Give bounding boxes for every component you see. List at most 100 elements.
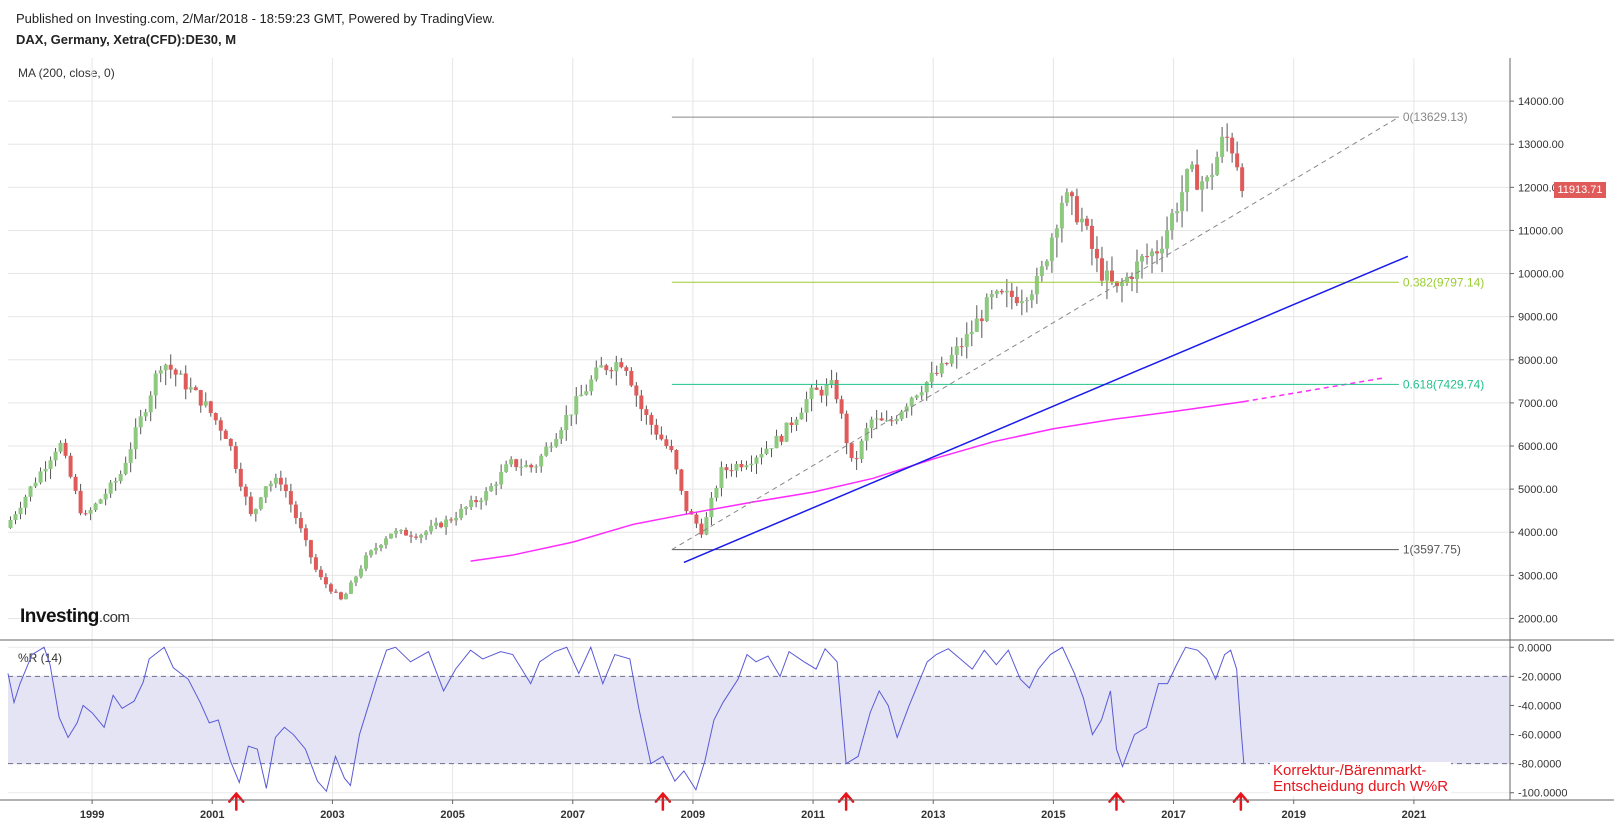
y-tick-label: 5000.00	[1518, 484, 1558, 496]
annotation-line-1: Korrektur-/Bärenmarkt-	[1273, 762, 1427, 779]
candle-body	[919, 392, 924, 396]
candle-body	[378, 544, 383, 548]
candle-body	[168, 364, 173, 370]
candle-body	[474, 500, 479, 503]
candle-body	[333, 591, 338, 593]
candle-body	[1039, 266, 1044, 277]
candle-body	[1195, 164, 1200, 190]
fib-label-0.618: 0.618(7429.74)	[1403, 377, 1484, 391]
candle-body	[839, 399, 844, 414]
candle-body	[824, 384, 829, 396]
candle-body	[348, 582, 353, 594]
candle-body	[228, 438, 233, 447]
candle-body	[429, 525, 434, 532]
candle-body	[183, 373, 188, 390]
y-tick-label: 4000.00	[1518, 527, 1558, 539]
candle-body	[744, 465, 749, 468]
y-tick-label: 7000.00	[1518, 398, 1558, 410]
candle-body	[509, 459, 514, 465]
candle-body	[198, 390, 203, 406]
y-tick-label: 11000.00	[1518, 225, 1563, 237]
candle-body	[469, 500, 474, 508]
candle-body	[338, 592, 343, 600]
x-tick-label: 2001	[200, 809, 224, 821]
candle-body	[1155, 251, 1160, 254]
candle-body	[263, 486, 268, 498]
candle-body	[248, 496, 253, 515]
candle-body	[113, 481, 118, 483]
candle-body	[1225, 136, 1230, 138]
wr-tick-label: -20.0000	[1518, 671, 1561, 683]
candle-body	[88, 510, 93, 514]
candle-body	[128, 449, 133, 463]
candle-body	[869, 419, 874, 429]
candle-body	[884, 420, 889, 422]
y-tick-label: 13000.00	[1518, 139, 1564, 151]
candle-body	[1104, 270, 1109, 281]
candle-body	[158, 370, 163, 374]
candle-body	[1124, 276, 1129, 284]
candle-body	[654, 424, 659, 435]
logo-suffix: .com	[98, 609, 130, 626]
candle-body	[914, 395, 919, 398]
candle-body	[604, 365, 609, 371]
candle-body	[328, 584, 333, 592]
candle-body	[18, 507, 23, 515]
candle-body	[939, 363, 944, 374]
candle-body	[929, 372, 934, 383]
candle-body	[994, 290, 999, 295]
wr-tick-label: -80.0000	[1518, 759, 1561, 771]
candle-body	[949, 354, 954, 364]
candle-body	[368, 550, 373, 556]
candle-body	[759, 453, 764, 458]
candle-body	[318, 569, 323, 578]
candle-body	[934, 372, 939, 374]
wr-tick-label: -60.0000	[1518, 730, 1561, 742]
ma-projection	[1243, 377, 1384, 403]
candle-body	[308, 540, 313, 558]
candle-body	[674, 450, 679, 470]
candle-body	[193, 387, 198, 391]
candle-body	[93, 503, 98, 511]
candle-body	[494, 484, 499, 487]
candle-body	[1059, 202, 1064, 229]
candle-body	[1064, 192, 1069, 203]
candle-body	[188, 387, 193, 390]
fib-label-0.382: 0.382(9797.14)	[1403, 275, 1484, 289]
candle-body	[1205, 177, 1210, 182]
candle-body	[464, 507, 469, 509]
candle-body	[984, 297, 989, 322]
candle-body	[123, 462, 128, 474]
wr-tick-label: -100.0000	[1518, 788, 1568, 800]
candlestick-series	[8, 123, 1245, 601]
candle-body	[529, 464, 534, 468]
candle-body	[889, 420, 894, 422]
candle-body	[699, 523, 704, 535]
candle-body	[213, 413, 218, 421]
x-tick-label: 2019	[1281, 809, 1305, 821]
axes: 2000.00 3000.00 4000.00 5000.00 6000.00 7000.…	[0, 58, 1614, 821]
candle-body	[353, 576, 358, 583]
candle-body	[103, 493, 108, 500]
candle-body	[253, 509, 258, 515]
candle-body	[679, 469, 684, 491]
signal-arrow	[1108, 791, 1125, 811]
ma-indicator-label[interactable]: MA (200, close, 0)	[18, 66, 115, 80]
candle-body	[404, 529, 409, 536]
fib-label-0: 0(13629.13)	[1403, 110, 1468, 124]
annotation-text: Korrektur-/Bärenmarkt- Entscheidung durc…	[1270, 762, 1452, 796]
candle-body	[38, 471, 43, 483]
candle-body	[859, 440, 864, 460]
candle-body	[273, 477, 278, 484]
candle-body	[384, 538, 389, 545]
candle-body	[373, 547, 378, 551]
candle-body	[724, 467, 729, 471]
candle-body	[63, 442, 68, 456]
candle-body	[1135, 261, 1140, 279]
candle-body	[864, 428, 869, 441]
published-info: Published on Investing.com, 2/Mar/2018 -…	[16, 11, 495, 26]
candle-body	[609, 370, 614, 372]
candle-body	[1109, 270, 1114, 282]
candle-body	[489, 486, 494, 492]
